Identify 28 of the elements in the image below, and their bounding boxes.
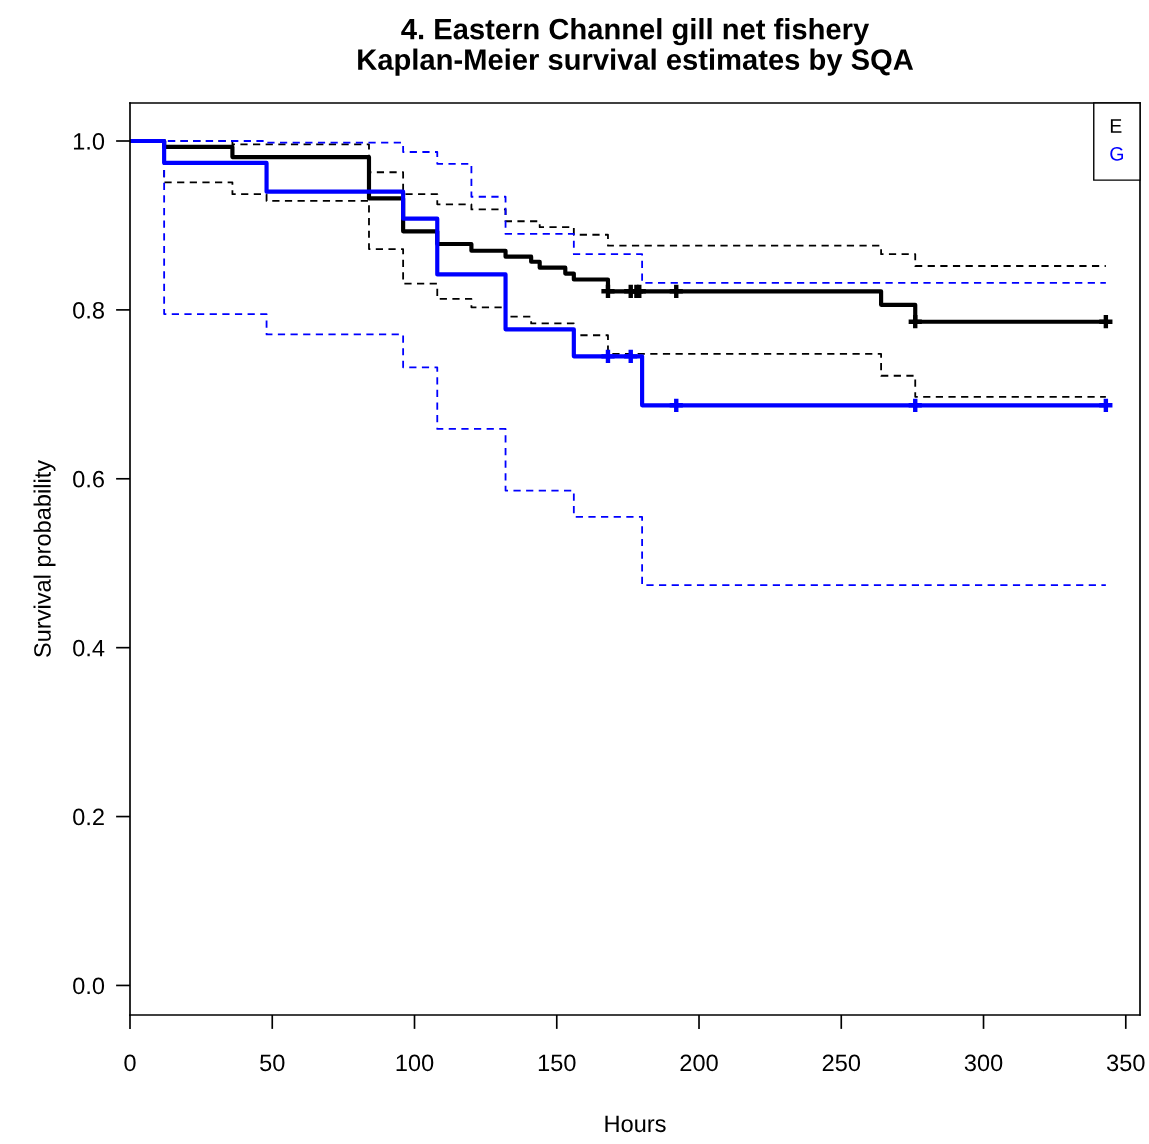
x-tick-label: 250 — [822, 1054, 861, 1072]
point — [908, 315, 922, 329]
point — [669, 284, 683, 298]
text: G — [1110, 146, 1123, 161]
point — [601, 284, 615, 298]
point — [908, 398, 922, 412]
x-tick-label: 150 — [538, 1054, 576, 1072]
x-tick-label: 350 — [1106, 1054, 1145, 1072]
y-tick-label: 1.0 — [73, 133, 105, 150]
chart-title: 4. Eastern Channel gill net fishery Kaplan-Meier survival estimates by SQA — [358, 18, 914, 76]
text: E — [1110, 119, 1122, 133]
point — [601, 349, 615, 363]
y-tick-label: 0.6 — [73, 470, 104, 488]
point — [1099, 315, 1113, 329]
y-tick-label: 0.8 — [73, 301, 104, 319]
point — [669, 398, 683, 412]
x-tick-label: 200 — [680, 1054, 718, 1072]
x-axis-title: Hours — [605, 1115, 666, 1133]
x-tick-label: 100 — [396, 1054, 434, 1072]
y-tick-label: 0.4 — [73, 639, 105, 657]
point — [624, 349, 638, 363]
point — [1099, 398, 1113, 412]
y-tick-label: 0.2 — [73, 808, 104, 826]
x-tick-label: 50 — [260, 1054, 285, 1072]
y-tick-label: 0.0 — [73, 977, 105, 995]
y-axis-title: Survival probability — [33, 459, 56, 657]
x-tick-label: 0 — [124, 1054, 136, 1072]
x-tick-label: 300 — [964, 1054, 1003, 1072]
